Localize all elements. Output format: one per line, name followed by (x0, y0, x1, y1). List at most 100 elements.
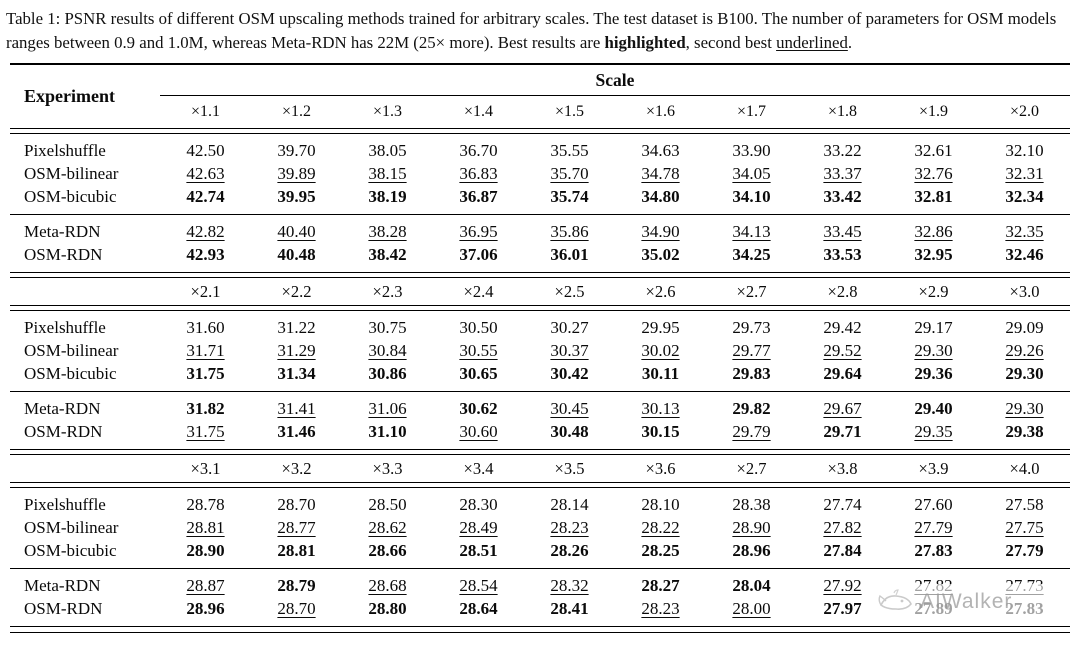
psnr-cell: 34.25 (732, 244, 771, 264)
table-row: OSM-bilinear 31.71 31.29 30.84 30.55 30.37 30.… (10, 339, 1070, 362)
psnr-cell: 28.32 (550, 575, 589, 595)
scale-label-row: ×2.1 ×2.2 ×2.3 ×2.4 ×2.5 ×2.6 ×2.7 ×2.8 ×2.9 ×3.0 (10, 278, 1070, 305)
table-caption: Table 1: PSNR results of different OSM u… (0, 0, 1080, 54)
scale-double-rule (10, 482, 1070, 489)
psnr-cell: 30.27 (550, 317, 589, 337)
psnr-cell: 40.48 (277, 244, 316, 264)
psnr-cell: 28.96 (186, 598, 225, 618)
psnr-cell: 27.75 (1005, 517, 1044, 537)
row-label: OSM-RDN (24, 598, 103, 618)
psnr-cell: 37.06 (459, 244, 498, 264)
scale-label: ×2.7 (736, 458, 767, 478)
scale-label: ×2.5 (554, 281, 585, 301)
psnr-cell: 28.00 (732, 598, 771, 618)
row-label: Meta-RDN (24, 575, 101, 595)
psnr-cell: 30.13 (641, 398, 680, 418)
caption-underline-word: underlined (776, 32, 848, 52)
psnr-cell: 34.10 (732, 186, 771, 206)
psnr-cell: 28.54 (459, 575, 498, 595)
experiment-header: Experiment (24, 86, 115, 107)
scale-label: ×2.7 (736, 281, 767, 301)
psnr-cell: 28.81 (186, 517, 225, 537)
psnr-cell: 28.81 (277, 540, 316, 560)
psnr-cell: 42.82 (186, 221, 225, 241)
table-row: Pixelshuffle 31.60 31.22 30.75 30.50 30.27 29.… (10, 316, 1070, 339)
psnr-cell: 34.05 (732, 163, 771, 183)
psnr-cell: 32.34 (1005, 186, 1044, 206)
psnr-cell: 30.42 (550, 363, 589, 383)
psnr-cell: 28.62 (368, 517, 407, 537)
psnr-cell: 27.97 (823, 598, 862, 618)
psnr-cell: 27.60 (914, 494, 953, 514)
psnr-cell: 38.05 (368, 140, 407, 160)
psnr-cell: 29.36 (914, 363, 953, 383)
psnr-cell: 33.37 (823, 163, 862, 183)
psnr-cell: 27.92 (823, 575, 862, 595)
method-group: Meta-RDN 28.87 28.79 28.68 28.54 28.32 28.27 28… (10, 569, 1070, 626)
psnr-cell: 30.86 (368, 363, 407, 383)
scale-label: ×3.8 (827, 458, 858, 478)
scale-label: ×2.1 (190, 281, 221, 301)
row-label: Meta-RDN (24, 398, 101, 418)
row-label: Pixelshuffle (24, 494, 106, 514)
table-row: OSM-bicubic 42.74 39.95 38.19 36.87 35.74 34.8… (10, 185, 1070, 208)
group-divider-rule (10, 391, 1070, 393)
method-group: Pixelshuffle 28.78 28.70 28.50 28.30 28.14 28.… (10, 488, 1070, 568)
psnr-cell: 39.89 (277, 163, 316, 183)
table-bottom-rule (10, 626, 1070, 634)
table-top-rule (10, 63, 1070, 66)
psnr-cell: 33.22 (823, 140, 862, 160)
psnr-cell: 28.68 (368, 575, 407, 595)
psnr-cell: 34.80 (641, 186, 680, 206)
scale-label: ×3.6 (645, 458, 676, 478)
table-row: Meta-RDN 42.82 40.40 38.28 36.95 35.86 34.90 34… (10, 220, 1070, 243)
scale-header-group: Scale ×1.1 ×1.2 ×1.3 ×1.4 ×1.5 ×1.6 ×1.7 ×1.8 ×1… (160, 65, 1070, 128)
psnr-cell: 28.78 (186, 494, 225, 514)
psnr-cell: 34.78 (641, 163, 680, 183)
psnr-cell: 29.42 (823, 317, 862, 337)
scale-label: ×1.2 (281, 103, 312, 121)
psnr-cell: 36.70 (459, 140, 498, 160)
header-double-rule (10, 128, 1070, 135)
psnr-cell: 35.86 (550, 221, 589, 241)
psnr-cell: 32.46 (1005, 244, 1044, 264)
psnr-cell: 28.90 (186, 540, 225, 560)
psnr-cell: 38.42 (368, 244, 407, 264)
psnr-cell: 29.83 (732, 363, 771, 383)
psnr-cell: 35.55 (550, 140, 589, 160)
psnr-cell: 42.63 (186, 163, 225, 183)
psnr-cell: 28.41 (550, 598, 589, 618)
psnr-cell: 39.95 (277, 186, 316, 206)
method-group: Meta-RDN 42.82 40.40 38.28 36.95 35.86 34.90 34… (10, 215, 1070, 272)
psnr-cell: 42.74 (186, 186, 225, 206)
psnr-cell: 28.23 (641, 598, 680, 618)
psnr-cell: 32.61 (914, 140, 953, 160)
row-label: Pixelshuffle (24, 317, 106, 337)
psnr-cell: 28.66 (368, 540, 407, 560)
psnr-cell: 42.93 (186, 244, 225, 264)
scale-label: ×1.3 (372, 103, 403, 121)
psnr-cell: 30.75 (368, 317, 407, 337)
psnr-cell: 29.17 (914, 317, 953, 337)
psnr-cell: 28.79 (277, 575, 316, 595)
scale-label: ×2.2 (281, 281, 312, 301)
psnr-cell: 30.15 (641, 421, 680, 441)
row-label: OSM-bicubic (24, 363, 117, 383)
psnr-cell: 28.90 (732, 517, 771, 537)
scale-label: ×1.4 (463, 103, 494, 121)
psnr-cell: 32.86 (914, 221, 953, 241)
psnr-cell: 34.13 (732, 221, 771, 241)
psnr-cell: 31.46 (277, 421, 316, 441)
psnr-cell: 30.65 (459, 363, 498, 383)
psnr-cell: 31.22 (277, 317, 316, 337)
table-row: OSM-RDN 28.96 28.70 28.80 28.64 28.41 28.23 28.… (10, 597, 1070, 620)
psnr-cell: 31.82 (186, 398, 225, 418)
psnr-cell: 28.70 (277, 494, 316, 514)
psnr-cell: 27.82 (914, 575, 953, 595)
psnr-cell: 30.11 (641, 363, 680, 383)
psnr-cell: 31.10 (368, 421, 407, 441)
psnr-cell: 35.02 (641, 244, 680, 264)
psnr-cell: 28.77 (277, 517, 316, 537)
psnr-cell: 28.22 (641, 517, 680, 537)
